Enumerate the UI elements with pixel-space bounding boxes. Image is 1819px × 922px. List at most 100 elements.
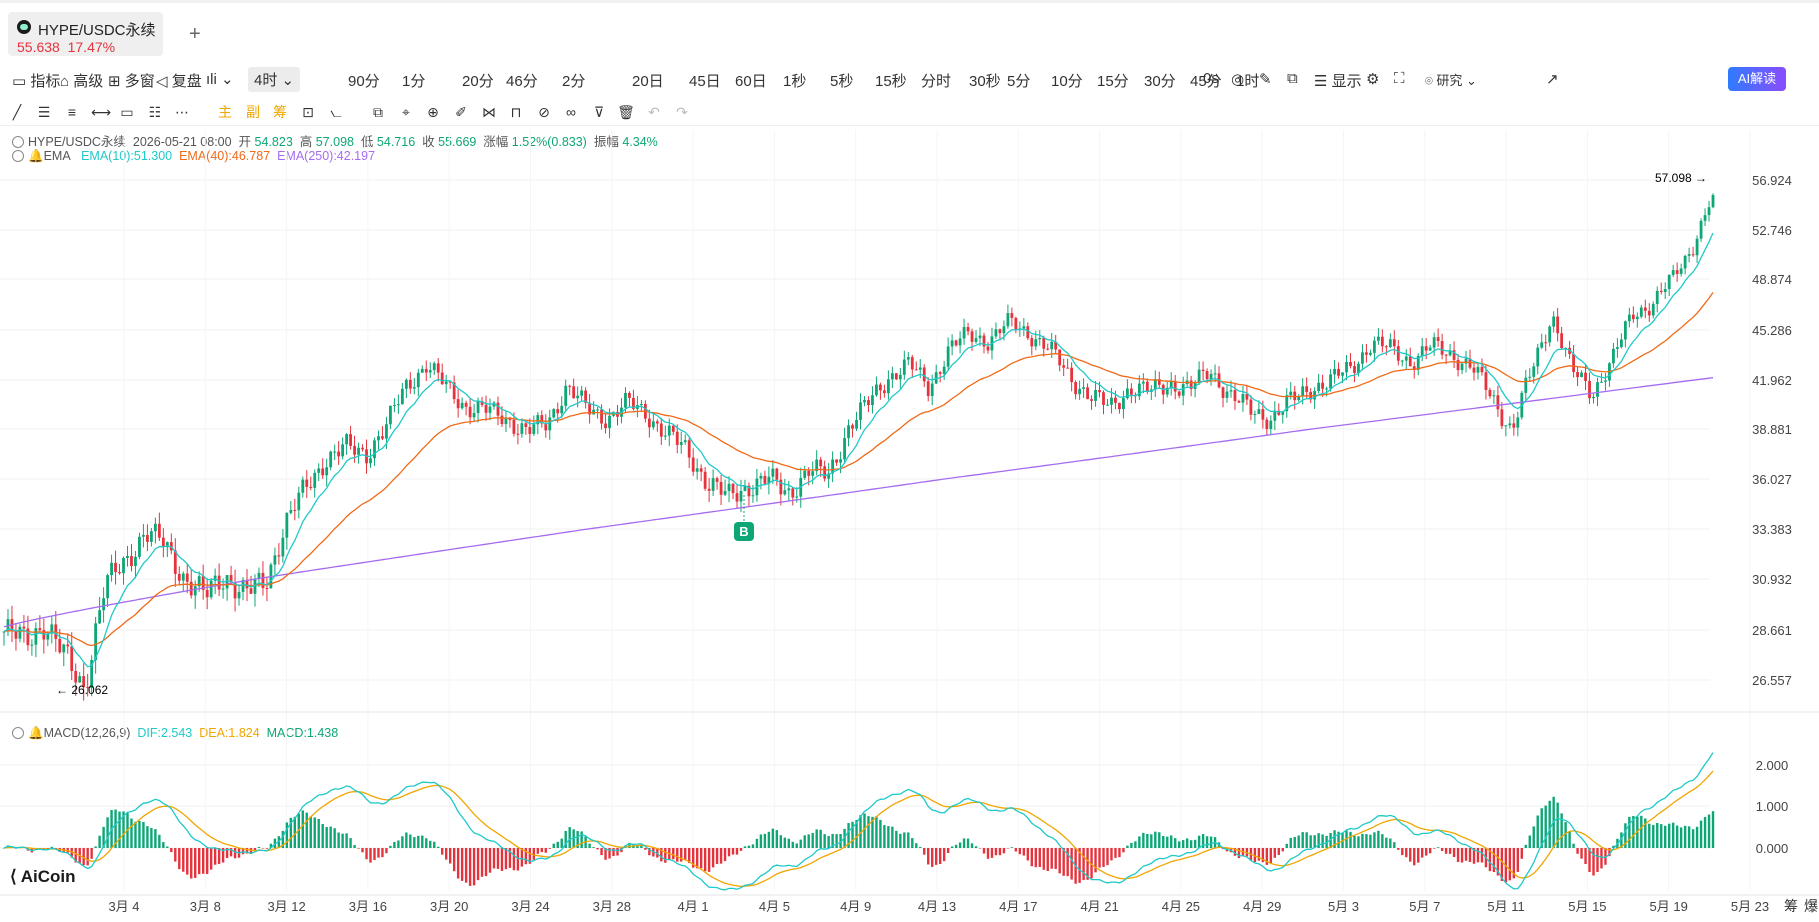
chart-type-button[interactable]: ıli ⌄ — [206, 71, 234, 88]
timeframe-13[interactable]: 5分 — [1007, 73, 1031, 90]
candle-body — [1683, 255, 1687, 269]
candle-body — [58, 638, 62, 653]
brush-icon[interactable]: ✐ — [455, 104, 467, 120]
macd-bar — [719, 848, 723, 864]
candle-body — [1265, 419, 1269, 430]
buy-marker[interactable] — [734, 522, 754, 541]
line-tool-icon[interactable]: ╱ — [12, 104, 22, 120]
undo-icon[interactable]: ↶ — [648, 104, 660, 120]
timeframe-7[interactable]: 60日 — [735, 73, 767, 90]
lock-icon[interactable]: ⊓ — [510, 104, 522, 120]
timeframe-active[interactable]: 4时 ⌄ — [248, 67, 301, 92]
macd-bar — [1671, 822, 1675, 848]
macd-bar — [1046, 848, 1049, 872]
magnet-icon[interactable]: ⋈ — [482, 104, 496, 120]
macd-bar — [934, 848, 938, 865]
timeframe-8[interactable]: 1秒 — [783, 73, 807, 90]
macd-bar — [1524, 844, 1527, 848]
trend-icon[interactable]: ↗ — [1546, 71, 1559, 88]
macd-bar — [1154, 831, 1157, 848]
redo-icon[interactable]: ↷ — [676, 104, 688, 120]
timeframe-2[interactable]: 20分 — [462, 73, 494, 90]
timeframe-5[interactable]: 20日 — [632, 73, 664, 90]
timeframe-16[interactable]: 30分 — [1144, 73, 1176, 90]
timeframe-0[interactable]: 90分 — [348, 73, 380, 90]
measure-icon[interactable]: ⦦ — [330, 104, 342, 120]
candle-body — [600, 409, 603, 424]
rect-tool-icon[interactable]: ▭ — [120, 104, 134, 120]
candle-body — [528, 427, 532, 434]
timeframe-12[interactable]: 30秒 — [969, 73, 1001, 90]
timeframe-18[interactable]: 1时 — [1236, 73, 1260, 90]
burst-button[interactable]: 爆 — [1804, 899, 1818, 915]
collapse-icon[interactable] — [12, 136, 24, 148]
hline-tool-icon[interactable]: ≡ — [67, 104, 77, 120]
chips-button[interactable]: 筹 — [1784, 898, 1798, 915]
candle-body — [1285, 395, 1289, 412]
macd-bar — [162, 842, 165, 848]
more-tools-icon[interactable]: ⋯ — [175, 104, 189, 120]
research-button[interactable]: ⌾ 研究 ⌄ — [1425, 73, 1477, 88]
timeframe-17[interactable]: 45分 — [1190, 73, 1222, 90]
filter-icon[interactable]: ⊽ — [593, 104, 605, 120]
timeframe-9[interactable]: 5秒 — [830, 73, 854, 90]
fib-tool-icon[interactable]: ☷ — [148, 104, 162, 120]
macd-bar — [1062, 848, 1065, 876]
link-icon[interactable]: ∞ — [566, 104, 576, 120]
timeframe-3[interactable]: 46分 — [506, 73, 538, 90]
timeframe-11[interactable]: 分时 — [921, 73, 952, 90]
indicators-button[interactable]: ▭ 指标 — [12, 73, 61, 90]
hide-icon[interactable]: ⊘ — [538, 104, 550, 120]
candle-body — [86, 687, 90, 689]
copy-icon[interactable]: ⧉ — [373, 104, 383, 120]
timeframe-4[interactable]: 2分 — [562, 73, 586, 90]
tab-bar: HYPE/USDC永续 55.638 17.47% + — [0, 0, 1819, 56]
fullscreen-icon[interactable]: ⛶ — [1394, 70, 1405, 87]
macd-bar — [317, 818, 320, 848]
sub-chart-toggle[interactable]: 副 — [246, 104, 260, 120]
macd-bar — [337, 832, 340, 848]
macd-bar — [883, 825, 886, 848]
zoom-icon[interactable]: ⊕ — [427, 104, 439, 120]
ema-collapse-icon[interactable] — [12, 150, 24, 162]
macd-bar — [735, 848, 739, 855]
candle-body — [62, 644, 66, 653]
camera-icon[interactable]: ◎ — [1231, 71, 1245, 88]
advanced-button[interactable]: ⌂ 高级 — [60, 73, 104, 90]
timeframe-15[interactable]: 15分 — [1097, 73, 1129, 90]
settings-icon[interactable]: ⚙ — [1366, 71, 1380, 88]
macd-bar — [596, 848, 599, 850]
replay-button[interactable]: ◁ 复盘 — [156, 73, 202, 90]
candle-body — [624, 392, 627, 408]
macd-bar — [1568, 831, 1571, 848]
candle-body — [1584, 372, 1587, 381]
timeframe-14[interactable]: 10分 — [1051, 73, 1083, 90]
multi-window-button[interactable]: ⊞ 多窗 — [108, 73, 155, 90]
chips-toggle[interactable]: 筹 — [273, 104, 287, 120]
ray-tool-icon[interactable]: ⟷ — [91, 104, 112, 120]
candle-body — [1157, 379, 1161, 385]
macd-collapse-icon[interactable] — [12, 727, 24, 739]
main-chart-toggle[interactable]: 主 — [218, 104, 232, 120]
timeframe-6[interactable]: 45日 — [689, 73, 721, 90]
pencil-icon[interactable]: ✎ — [1259, 71, 1272, 88]
candle-body — [1102, 392, 1105, 405]
timeframe-10[interactable]: 15秒 — [875, 73, 907, 90]
ruler-icon[interactable]: ⌖ — [402, 104, 410, 120]
dif-line — [3, 752, 1714, 891]
display-button[interactable]: ☰ 显示 — [1314, 73, 1362, 90]
ai-interpret-button[interactable]: AI解读 — [1728, 67, 1786, 91]
add-tab-plus-icon[interactable]: + — [189, 23, 201, 45]
parallel-tool-icon[interactable]: ☰ — [37, 104, 51, 120]
macd-bar — [994, 848, 998, 856]
export-icon[interactable]: ⧉ — [1287, 70, 1298, 87]
timeframe-1[interactable]: 1分 — [402, 73, 426, 90]
candle-body — [448, 381, 452, 383]
candle-body — [209, 580, 213, 598]
macd-bar — [1664, 825, 1667, 848]
compare-icon[interactable]: ⊡ — [302, 104, 314, 120]
symbol-tab[interactable]: HYPE/USDC永续 55.638 17.47% — [8, 12, 163, 56]
trash-icon[interactable]: 🗑 — [617, 104, 635, 120]
candle-body — [313, 472, 317, 488]
